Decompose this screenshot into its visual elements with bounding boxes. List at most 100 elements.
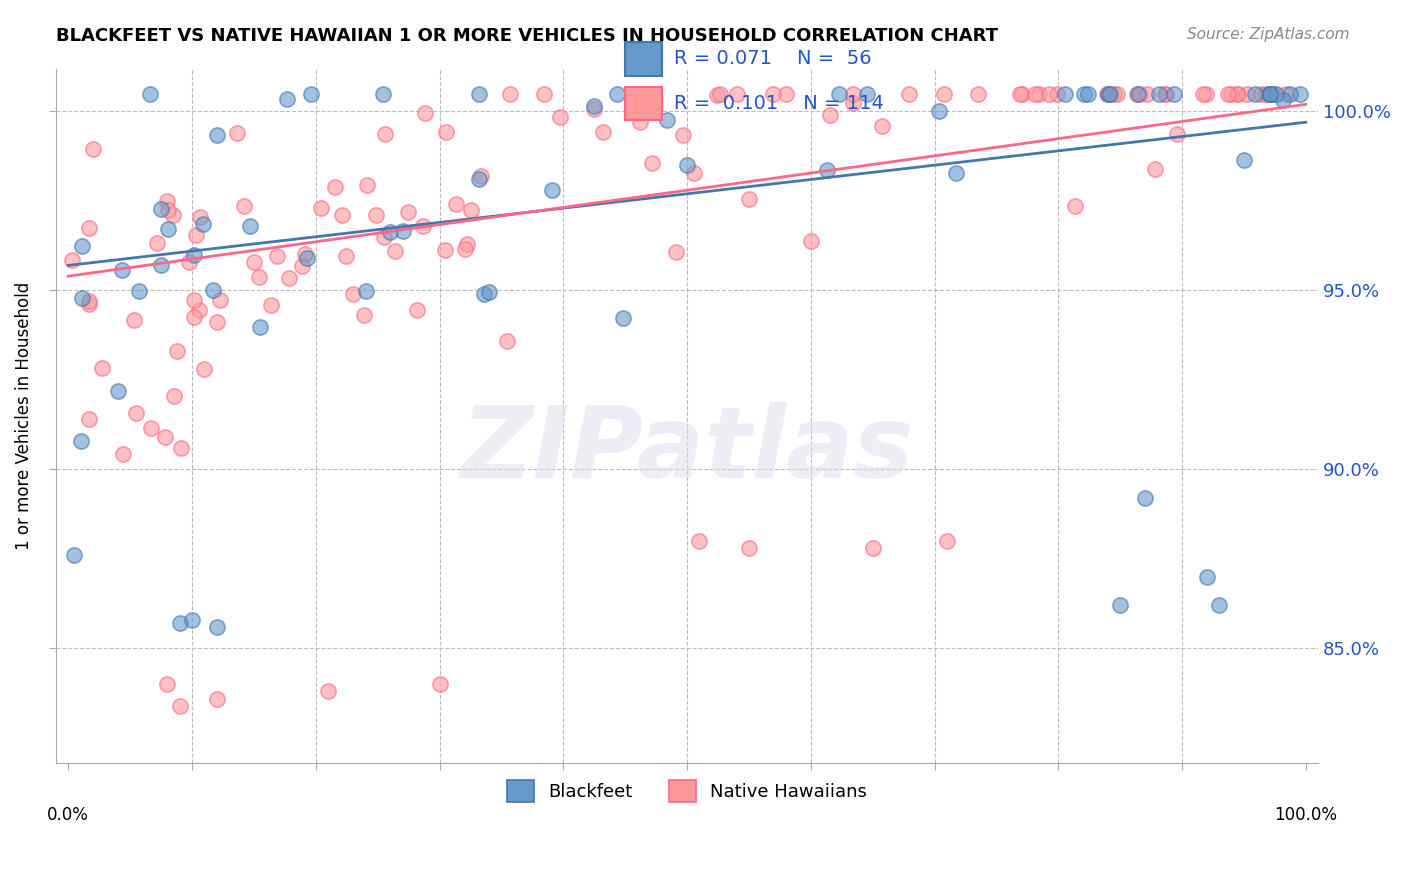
Point [1250, 87, 1272, 101]
Point [454, 243, 477, 257]
Point [183, 248, 205, 262]
Point [111, 263, 134, 277]
Point [935, 534, 957, 549]
Point [1154, 87, 1177, 101]
Point [1098, 87, 1121, 101]
Point [177, 255, 200, 269]
Point [396, 205, 419, 219]
Point [247, 269, 270, 284]
Point [342, 287, 364, 301]
Point [91, 361, 114, 376]
Point [966, 87, 988, 101]
Point [676, 157, 699, 171]
Point [1258, 87, 1281, 101]
Point [193, 362, 215, 376]
Point [242, 255, 264, 269]
Point [761, 87, 783, 101]
Point [1008, 87, 1031, 101]
Point [373, 230, 395, 244]
Point [1144, 161, 1167, 176]
Point [478, 285, 501, 299]
Point [157, 202, 180, 217]
Point [156, 677, 179, 691]
Point [311, 201, 333, 215]
Point [278, 271, 301, 285]
Text: BLACKFEET VS NATIVE HAWAIIAN 1 OR MORE VEHICLES IN HOUSEHOLD CORRELATION CHART: BLACKFEET VS NATIVE HAWAIIAN 1 OR MORE V… [56, 27, 998, 45]
Point [299, 87, 322, 101]
Point [77, 412, 100, 426]
Point [391, 224, 413, 238]
Point [181, 613, 204, 627]
Point [202, 283, 225, 297]
Point [738, 541, 761, 556]
Point [1166, 128, 1188, 142]
Point [188, 210, 211, 224]
Point [945, 166, 967, 180]
Point [709, 87, 731, 101]
Point [260, 298, 283, 312]
Point [69, 434, 91, 448]
Point [1053, 87, 1076, 101]
Point [541, 184, 564, 198]
Point [582, 102, 605, 116]
Point [163, 389, 186, 403]
Point [107, 384, 129, 398]
Point [433, 243, 456, 257]
Text: Source: ZipAtlas.com: Source: ZipAtlas.com [1187, 27, 1350, 42]
Text: ZIPatlas: ZIPatlas [461, 402, 914, 499]
Point [775, 87, 797, 101]
Point [128, 284, 150, 298]
Point [1227, 87, 1250, 101]
Text: 0.0%: 0.0% [48, 806, 89, 824]
Point [1038, 87, 1060, 101]
Point [156, 194, 179, 208]
Point [1244, 87, 1267, 101]
Point [207, 128, 229, 143]
Point [1136, 87, 1159, 101]
Point [928, 104, 950, 119]
Point [291, 260, 314, 274]
Point [1219, 87, 1241, 101]
Point [1254, 87, 1277, 101]
Point [612, 310, 634, 325]
Point [266, 249, 288, 263]
Point [1216, 87, 1239, 101]
Point [470, 169, 492, 183]
Text: 100.0%: 100.0% [1274, 806, 1337, 824]
Point [205, 315, 228, 329]
Point [665, 244, 688, 259]
Point [366, 208, 388, 222]
Point [1095, 87, 1118, 101]
Point [1097, 87, 1119, 101]
Point [354, 284, 377, 298]
Point [1147, 87, 1170, 101]
Point [533, 87, 555, 101]
Point [429, 677, 451, 691]
Point [1272, 94, 1295, 108]
Point [862, 541, 884, 556]
Point [82, 143, 104, 157]
Point [77, 220, 100, 235]
Point [208, 293, 231, 307]
Point [842, 87, 865, 101]
Point [412, 219, 434, 233]
Point [1098, 87, 1121, 101]
Point [169, 698, 191, 713]
Point [1073, 87, 1095, 101]
Point [1195, 570, 1218, 584]
Point [499, 87, 522, 101]
Point [582, 99, 605, 113]
Point [335, 249, 357, 263]
Point [1107, 87, 1129, 101]
Y-axis label: 1 or more Vehicles in Household: 1 or more Vehicles in Household [15, 282, 32, 549]
Legend: Blackfeet, Native Hawaiians: Blackfeet, Native Hawaiians [499, 773, 875, 810]
Point [139, 420, 162, 434]
Point [150, 202, 173, 216]
Point [1258, 87, 1281, 101]
Point [1011, 87, 1033, 101]
Point [932, 87, 955, 101]
Point [688, 534, 710, 549]
Point [186, 227, 208, 242]
Point [1233, 153, 1256, 168]
Point [330, 209, 353, 223]
